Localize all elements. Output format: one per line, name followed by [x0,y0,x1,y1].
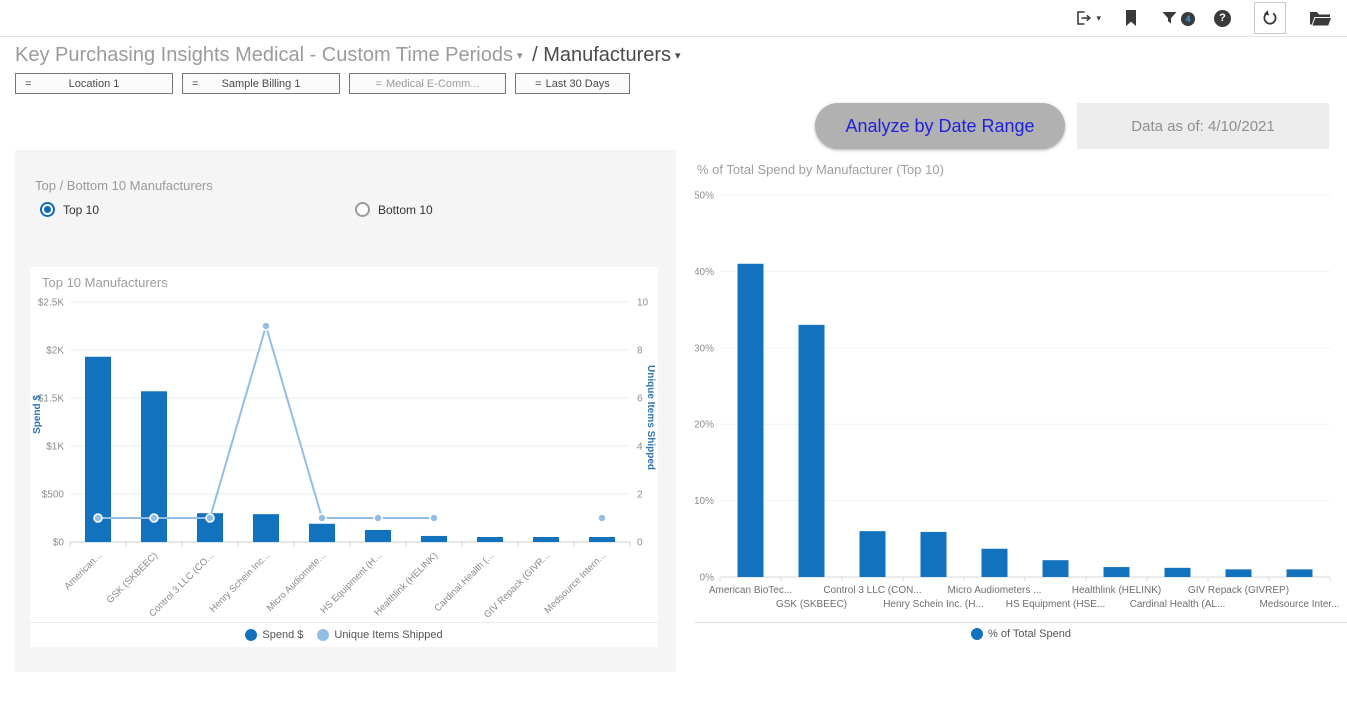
svg-text:$500: $500 [42,490,65,501]
radio-label: Bottom 10 [378,202,433,217]
svg-text:GIV Repack (GIVREP): GIV Repack (GIVREP) [1188,585,1289,596]
filter-chip-label: Last 30 Days [545,77,610,90]
y-axis-label-spend: Spend $ [32,395,43,434]
legend-dot-spend [245,629,258,641]
breadcrumb: Key Purchasing Insights Medical - Custom… [15,44,685,67]
filter-chip-medical-ecomm[interactable]: = Medical E-Comm... [349,73,506,94]
legend-separator [695,622,1347,623]
caret-down-icon: ▾ [1096,12,1101,23]
svg-text:Cardinal Health (...: Cardinal Health (... [432,550,496,614]
svg-text:50%: 50% [695,191,714,202]
svg-text:6: 6 [637,394,643,405]
svg-text:Henry Schein Inc...: Henry Schein Inc... [208,550,273,615]
bookmark-icon[interactable] [1124,9,1138,27]
svg-text:Henry Schein Inc. (H...: Henry Schein Inc. (H... [883,599,984,610]
svg-text:20%: 20% [695,420,714,431]
radio-selected-icon [40,202,55,217]
radio-label: Top 10 [63,202,100,217]
svg-text:$0: $0 [53,538,65,549]
question-mark-glyph: ? [1214,9,1231,27]
top-bottom-manufacturers-panel: Top / Bottom 10 Manufacturers Top 10 Bot… [15,150,676,672]
svg-text:30%: 30% [695,343,714,354]
svg-text:2: 2 [637,490,643,501]
svg-text:8: 8 [637,346,643,357]
y-axis-label-unique-items: Unique Items Shipped [645,365,656,471]
filter-chip-last-30-days[interactable]: = Last 30 Days [515,73,630,94]
svg-text:American...: American... [62,550,104,592]
svg-text:$2K: $2K [46,346,64,357]
svg-text:American BioTec...: American BioTec... [709,585,792,596]
legend-label: Spend $ [262,629,304,641]
svg-text:GSK (SKBEEC): GSK (SKBEEC) [105,550,161,606]
export-icon[interactable]: ▾ [1073,8,1101,28]
svg-text:Medsource Inter...: Medsource Inter... [1259,599,1339,610]
svg-text:Healthlink (HELINK): Healthlink (HELINK) [372,550,440,618]
svg-text:4: 4 [637,442,643,453]
svg-text:10: 10 [637,298,649,309]
panel-title: Top / Bottom 10 Manufacturers [35,178,213,193]
filter-chip-location[interactable]: = Location 1 [15,73,173,94]
svg-text:Control 3 LLC (CON...: Control 3 LLC (CON... [823,585,921,596]
equals-operator: = [535,77,542,90]
svg-text:10%: 10% [695,496,714,507]
svg-text:0: 0 [637,538,643,549]
equals-operator: = [25,77,32,90]
equals-operator: = [375,77,382,90]
svg-text:Cardinal Health (AL...: Cardinal Health (AL... [1130,599,1226,610]
legend-dot-pct [971,628,984,640]
svg-text:Micro Audiomete...: Micro Audiomete... [265,550,328,613]
svg-text:HS Equipment (H...: HS Equipment (H... [318,550,384,616]
breadcrumb-section[interactable]: / Manufacturers [532,44,672,66]
svg-text:GSK (SKBEEC): GSK (SKBEEC) [776,599,847,610]
legend-label: % of Total Spend [988,628,1071,640]
data-as-of-label: Data as of: 4/10/2021 [1077,103,1329,149]
svg-text:HS Equipment (HSE...: HS Equipment (HSE... [1006,599,1105,610]
filter-chip-label: Location 1 [68,77,120,90]
caret-down-icon[interactable]: ▾ [516,50,523,62]
pct-total-spend-chart-card: % of Total Spend by Manufacturer (Top 10… [695,158,1347,652]
chart-title: % of Total Spend by Manufacturer (Top 10… [697,162,944,177]
combo-bar-line-chart[interactable]: $2.5K 10 $2K 8 $1.5K 6 $1K 4 $500 2 $0 0 American...… [30,292,658,622]
radio-unselected-icon [355,202,370,217]
legend-label: Unique Items Shipped [334,629,443,641]
filter-chip-label: Sample Billing 1 [221,77,301,90]
svg-text:Healthlink (HELINK): Healthlink (HELINK) [1072,585,1161,596]
filter-chip-label: Medical E-Comm... [385,77,480,90]
legend-item-unique-items: Unique Items Shipped [317,629,443,641]
analyze-by-date-range-button[interactable]: Analyze by Date Range [815,103,1065,149]
top-10-manufacturers-chart-card: Top 10 Manufacturers $2.5K 10 $2K 8 $1.5K 6 $1… [30,267,658,647]
pct-total-spend-bar-chart[interactable]: 50% 40% 30% 20% 10% 0%American BioTec... GSK (… [695,188,1347,622]
legend-item-spend: Spend $ [245,629,303,641]
chart-legend: % of Total Spend [695,628,1347,640]
svg-text:Medsource Intern...: Medsource Intern... [542,550,608,616]
chart-title: Top 10 Manufacturers [42,275,168,290]
filter-chip-billing[interactable]: = Sample Billing 1 [182,73,340,94]
filter-count-badge: 4 [1181,12,1195,26]
refresh-icon[interactable] [1254,2,1286,34]
filter-chip-bar: = Location 1 = Sample Billing 1 = Medica… [15,73,630,94]
help-icon[interactable]: ? [1214,9,1231,27]
svg-text:$2.5K: $2.5K [38,298,64,309]
svg-text:40%: 40% [695,267,714,278]
page-title: Key Purchasing Insights Medical - Custom… [15,44,513,66]
chart-legend: Spend $ Unique Items Shipped [30,622,658,647]
svg-text:0%: 0% [700,573,715,584]
toolbar: ▾ 4 ? [0,0,1347,37]
svg-text:$1.5K: $1.5K [38,394,64,405]
equals-operator: = [192,77,199,90]
svg-text:$1K: $1K [46,442,64,453]
workbooks-folder-icon[interactable] [1309,9,1332,27]
filter-icon[interactable]: 4 [1161,8,1195,28]
radio-bottom-10[interactable]: Bottom 10 [355,202,433,217]
legend-dot-items [317,629,330,641]
svg-text:Micro Audiometers ...: Micro Audiometers ... [948,585,1042,596]
radio-top-10[interactable]: Top 10 [40,202,99,217]
caret-down-icon[interactable]: ▾ [675,50,681,62]
